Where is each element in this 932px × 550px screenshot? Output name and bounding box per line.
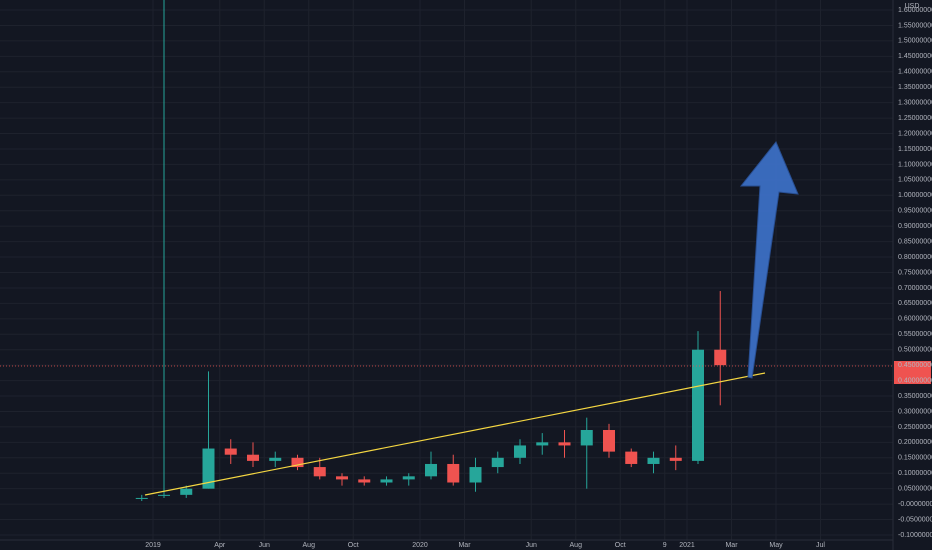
y-tick-label: 1.60000000 (898, 7, 932, 14)
x-tick-label: Mar (458, 542, 471, 549)
candle-body (491, 457, 504, 468)
candle-body (313, 467, 326, 477)
x-tick-label: Oct (348, 542, 359, 549)
y-tick-label: 1.50000000 (898, 38, 932, 45)
x-tick-label: Oct (615, 542, 626, 549)
y-tick-label: 0.70000000 (898, 285, 932, 292)
candle-body (158, 494, 170, 496)
y-tick-label: 0.50000000 (898, 347, 932, 354)
y-tick-label: 0.60000000 (898, 316, 932, 323)
trend-line (144, 372, 766, 496)
y-tick-label: 0.30000000 (898, 408, 932, 415)
y-tick-label: 0.85000000 (898, 238, 932, 245)
candle-body (135, 497, 148, 499)
currency-label: USD (905, 3, 920, 10)
y-tick-label: 0.80000000 (898, 254, 932, 261)
x-tick-label: Aug (570, 542, 583, 549)
y-tick-label: 1.00000000 (898, 192, 932, 199)
axes: -0.10000000 -0.05000000 -0.00000000 0.05000… (145, 7, 932, 549)
x-tick-label: Jul (816, 542, 825, 549)
y-tick-label: 0.05000000 (898, 486, 932, 493)
y-tick-label: 1.25000000 (898, 115, 932, 122)
candle-body (447, 463, 460, 483)
x-tick-label: Jun (526, 542, 537, 549)
y-tick-label: 0.95000000 (898, 208, 932, 215)
y-tick-label: 0.40000000 (898, 377, 932, 384)
candle-body (625, 451, 638, 464)
y-tick-label: 0.25000000 (898, 424, 932, 431)
candle-body (380, 479, 393, 483)
y-tick-label: 0.10000000 (898, 470, 932, 477)
price-box (894, 369, 931, 377)
y-tick-label: 0.75000000 (898, 269, 932, 276)
x-tick-label: 2021 (679, 542, 695, 549)
y-tick-label: 1.45000000 (898, 53, 932, 60)
candle-body (269, 457, 282, 461)
candle-body (291, 457, 304, 468)
y-tick-label: 1.40000000 (898, 69, 932, 76)
candle-body (692, 349, 704, 461)
x-tick-label: 2019 (145, 542, 161, 549)
candle-body (669, 457, 682, 461)
y-tick-label: 0.45000000 (898, 362, 932, 369)
arrow-drawing (739, 141, 799, 379)
y-tick-label: 0.15000000 (898, 455, 932, 462)
x-tick-label: 9 (663, 542, 667, 549)
candle-body (558, 442, 571, 446)
y-tick-label: 0.65000000 (898, 300, 932, 307)
candle-body (469, 467, 482, 483)
y-tick-label: 0.20000000 (898, 439, 932, 446)
candle-body (202, 448, 215, 489)
candle-body (425, 463, 437, 477)
x-tick-label: Jun (259, 542, 270, 549)
candle-body (336, 476, 348, 480)
y-tick-label: -0.10000000 (898, 532, 932, 539)
candle-body (402, 476, 415, 480)
candle-body (647, 457, 660, 464)
price-box (894, 377, 931, 384)
y-tick-label: 0.35000000 (898, 393, 932, 400)
candle-body (358, 479, 371, 483)
x-tick-label: Mar (725, 542, 738, 549)
candle-body (714, 349, 727, 366)
y-tick-label: 1.20000000 (898, 130, 932, 137)
x-tick-label: Aug (303, 542, 316, 549)
x-tick-label: Apr (214, 542, 226, 549)
candles (135, 0, 727, 502)
x-tick-label: 2020 (412, 542, 428, 549)
price-box (894, 361, 931, 369)
candle-body (224, 448, 237, 455)
y-tick-label: 1.05000000 (898, 177, 932, 184)
y-tick-label: 1.35000000 (898, 84, 932, 91)
y-tick-label: 0.90000000 (898, 223, 932, 230)
candle-body (580, 430, 593, 446)
y-tick-label: -0.00000000 (898, 501, 932, 508)
y-tick-label: 1.10000000 (898, 161, 932, 168)
candle-body (514, 445, 526, 458)
y-tick-label: 1.30000000 (898, 99, 932, 106)
candle-body (180, 488, 193, 495)
y-tick-label: 0.55000000 (898, 331, 932, 338)
grid (0, 0, 893, 540)
candle-body (603, 430, 615, 452)
y-tick-label: 1.15000000 (898, 146, 932, 153)
y-tick-label: 1.55000000 (898, 22, 932, 29)
candle-body (536, 442, 549, 446)
x-tick-label: May (769, 542, 783, 549)
candle-body (247, 454, 259, 461)
y-tick-label: -0.05000000 (898, 516, 932, 523)
